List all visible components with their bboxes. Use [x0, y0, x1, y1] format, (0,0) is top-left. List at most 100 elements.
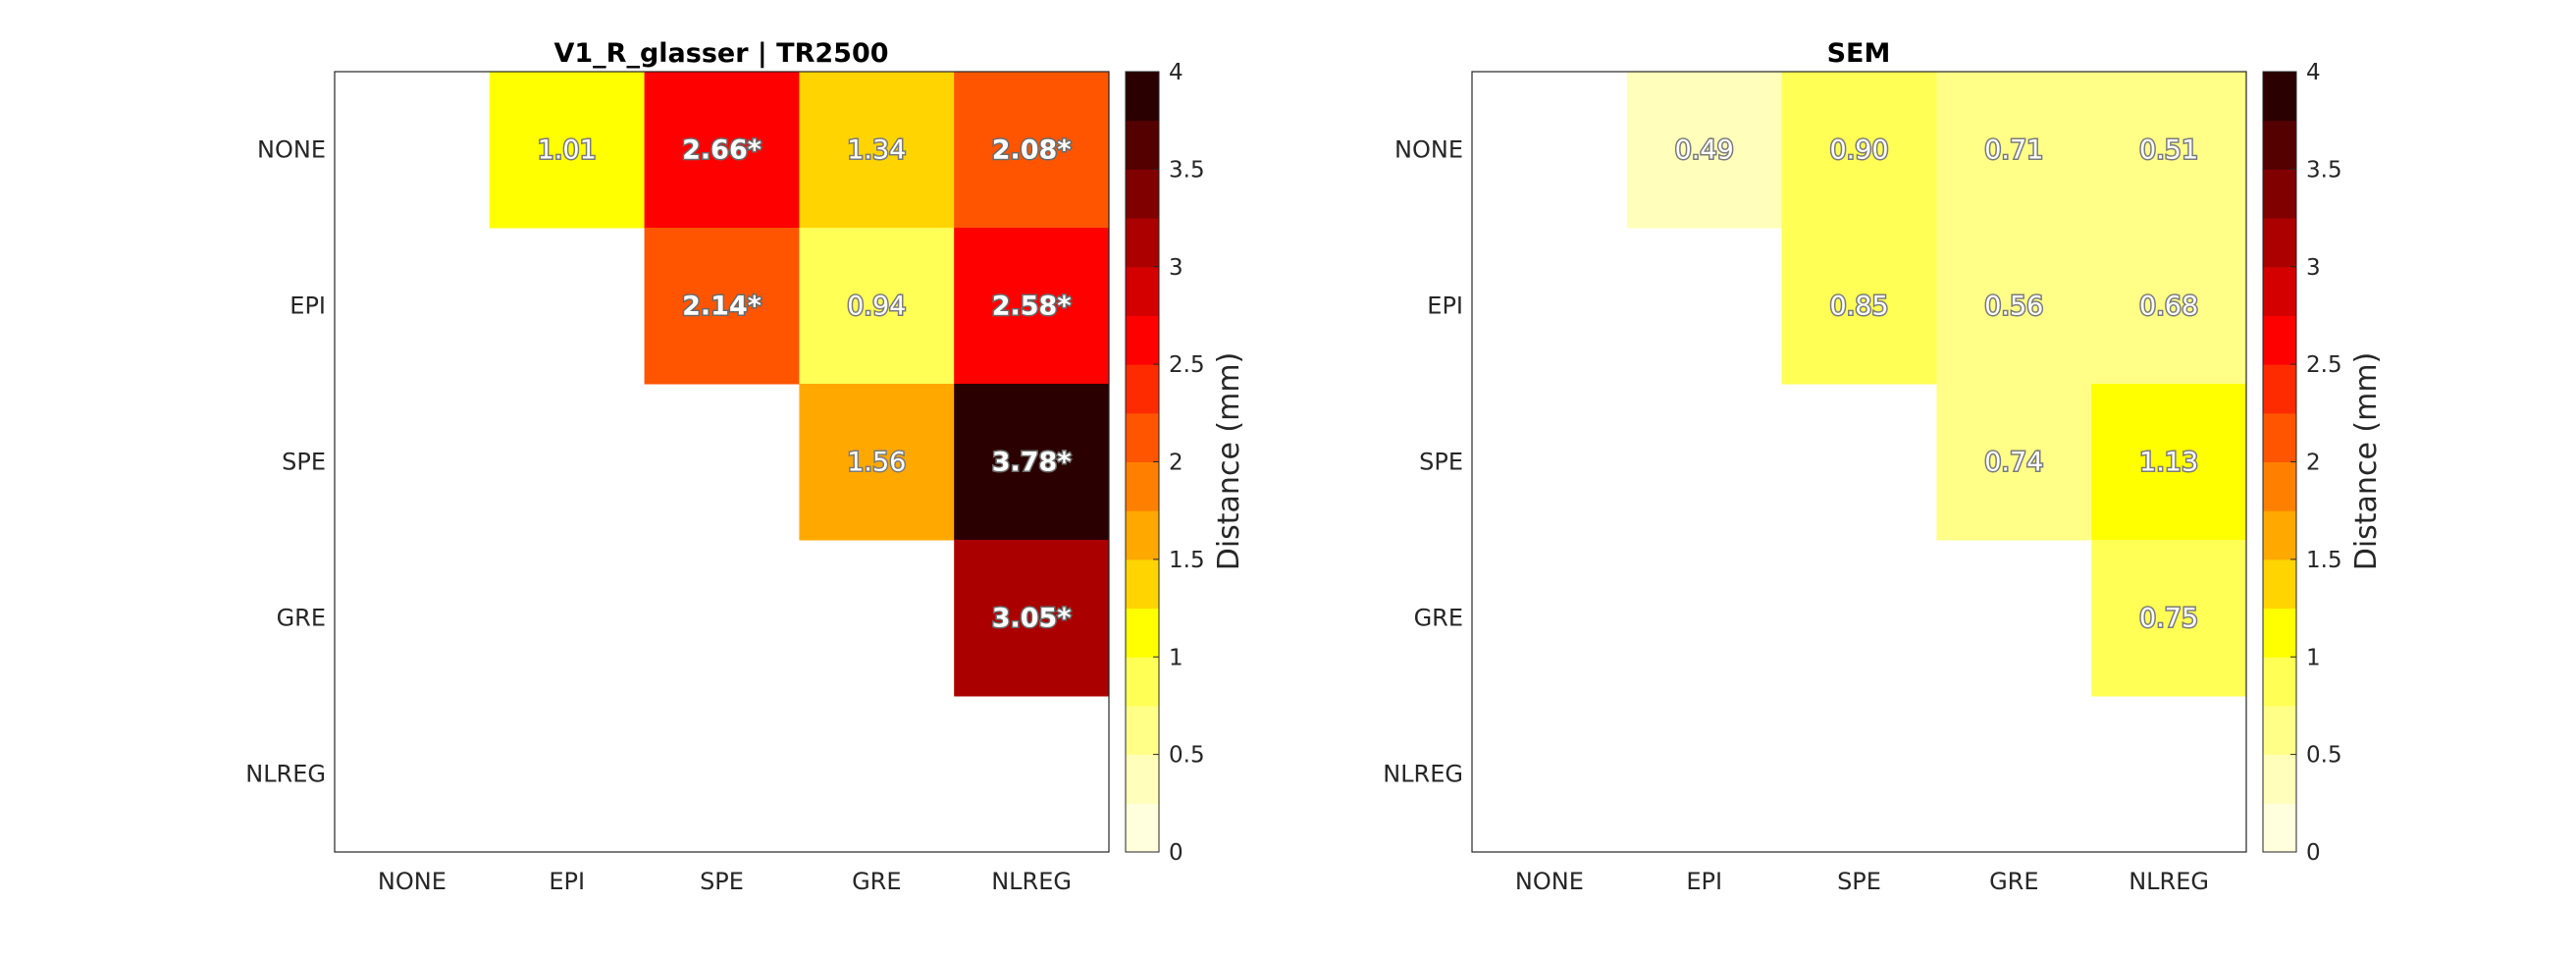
colorbar-swatch	[2263, 412, 2296, 462]
colorbar-swatch	[2263, 364, 2296, 414]
heatmap-cell	[1936, 72, 2092, 229]
x-tick-label: SPE	[1837, 868, 1881, 895]
heatmap-cell	[489, 72, 646, 229]
colorbar-tick-label: 0.5	[2306, 743, 2342, 769]
colorbar-swatch	[2263, 169, 2296, 219]
axes-border	[334, 71, 1110, 853]
heatmap-panel-distance: V1_R_glasser | TR2500 Distance (mm) 1.01…	[245, 38, 1246, 895]
colorbar-tick-label: 3	[1169, 255, 1183, 281]
heatmap-cell	[2091, 540, 2247, 697]
colorbar-swatch	[1126, 315, 1159, 365]
cell-value-label: 0.90	[1829, 135, 1888, 166]
heatmap-cell	[2091, 228, 2247, 385]
x-tick-label: EPI	[549, 868, 585, 895]
colorbar-swatch	[2263, 266, 2296, 316]
cell-value-label: 0.74	[1984, 448, 2043, 478]
cell-value-label: 1.13	[2139, 448, 2198, 478]
colorbar-swatch	[1126, 803, 1159, 853]
x-tick-label: NONE	[1515, 868, 1584, 895]
colorbar-swatch	[2263, 705, 2296, 756]
colorbar-swatch	[1126, 218, 1159, 268]
colorbar-label: Distance (mm)	[2349, 352, 2384, 571]
colorbar-swatch	[2263, 315, 2296, 365]
colorbar-swatch	[1126, 657, 1159, 707]
y-tick-label: NONE	[257, 136, 326, 164]
heatmap-cell	[1626, 72, 1783, 229]
y-tick-label: EPI	[1427, 292, 1463, 320]
chart-title: V1_R_glasser | TR2500	[553, 38, 888, 69]
heatmap-cell	[1936, 228, 2092, 385]
y-tick-label: NONE	[1394, 136, 1463, 164]
axes-border	[1471, 71, 2247, 853]
colorbar-swatch	[1126, 608, 1159, 658]
cell-value-label: 0.85	[1829, 292, 1888, 322]
heatmap-panel-sem: SEM Distance (mm) 0.49 0.90 0.71 0.510.85 0.…	[1383, 38, 2384, 895]
colorbar-swatch	[2263, 510, 2296, 560]
colorbar-tick-label: 4	[1169, 60, 1183, 85]
heatmap-cell	[644, 228, 800, 385]
heatmap-cell	[1781, 228, 1937, 385]
cell-value-label: 0.51	[2139, 135, 2198, 166]
colorbar-tick-label: 1	[2306, 645, 2321, 670]
colorbar-swatch	[1126, 72, 1159, 122]
colorbar-swatch	[2263, 657, 2296, 707]
colorbar-swatch	[1126, 364, 1159, 414]
colorbar-tick-label: 2.5	[1169, 352, 1205, 378]
chart-title: SEM	[1827, 38, 1891, 69]
colorbar-swatch	[2263, 120, 2296, 170]
heatmap-cell	[954, 384, 1110, 541]
colorbar-swatch	[2263, 803, 2296, 853]
y-tick-label: NLREG	[245, 761, 326, 788]
colorbar-swatch	[1126, 169, 1159, 219]
heatmap-cell	[799, 72, 955, 229]
heatmap-cell	[799, 228, 955, 385]
x-tick-label: GRE	[1989, 868, 2038, 895]
x-tick-label: SPE	[700, 868, 744, 895]
colorbar-swatch	[2263, 218, 2296, 268]
y-tick-label: GRE	[277, 605, 326, 632]
colorbar-swatch	[1126, 266, 1159, 316]
heatmap-cell	[954, 228, 1110, 385]
y-tick-label: SPE	[282, 449, 326, 476]
colorbar-swatch	[1126, 705, 1159, 756]
cell-value-label: 3.78*	[992, 448, 1072, 478]
colorbar-tick-label: 3	[2306, 255, 2321, 281]
y-tick-label: NLREG	[1383, 761, 1463, 788]
colorbar-swatch	[2263, 558, 2296, 610]
colorbar-swatch	[1126, 558, 1159, 610]
colorbar-swatch	[2263, 461, 2296, 511]
cell-value-label: 1.56	[847, 448, 906, 478]
heatmap-cell	[954, 72, 1110, 229]
y-tick-label: SPE	[1419, 449, 1463, 476]
heatmap-cell	[799, 384, 955, 541]
colorbar-tick-label: 3.5	[2306, 157, 2342, 183]
heatmap-cell	[1781, 72, 1937, 229]
heatmap-cell	[644, 72, 800, 229]
y-tick-label: EPI	[289, 292, 326, 320]
x-tick-label: GRE	[852, 868, 901, 895]
colorbar-tick-label: 0.5	[1169, 743, 1205, 769]
cell-value-label: 2.14*	[682, 292, 762, 322]
x-tick-label: NONE	[378, 868, 447, 895]
colorbar-swatch	[2263, 608, 2296, 658]
colorbar-swatch	[1126, 754, 1159, 804]
colorbar-tick-label: 1	[1169, 645, 1183, 670]
colorbar-label: Distance (mm)	[1212, 352, 1246, 571]
cell-value-label: 3.05*	[992, 604, 1072, 634]
x-tick-label: NLREG	[2129, 868, 2209, 895]
cell-value-label: 0.71	[1984, 135, 2043, 166]
cell-value-label: 1.01	[538, 135, 597, 166]
colorbar-tick-label: 2.5	[2306, 352, 2342, 378]
colorbar-tick-label: 2	[2306, 451, 2321, 476]
colorbar-tick-label: 1.5	[2306, 548, 2342, 573]
cell-value-label: 2.66*	[682, 135, 762, 166]
cell-value-label: 0.68	[2139, 292, 2198, 322]
colorbar-swatch	[2263, 72, 2296, 122]
colorbar-swatch	[1126, 412, 1159, 462]
cell-value-label: 0.56	[1984, 292, 2043, 322]
x-tick-label: NLREG	[991, 868, 1072, 895]
x-tick-label: EPI	[1686, 868, 1722, 895]
colorbar-swatch	[1126, 461, 1159, 511]
colorbar-tick-label: 0	[2306, 840, 2321, 866]
